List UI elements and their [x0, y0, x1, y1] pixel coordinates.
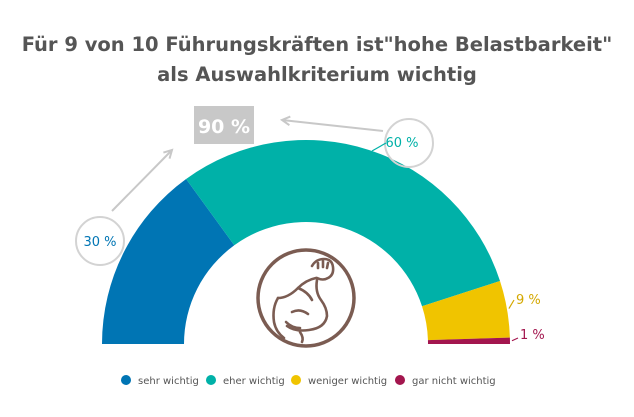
arrow-to-combined-right: [279, 115, 384, 132]
legend-item-weniger-wichtig: weniger wichtig: [291, 375, 387, 387]
flexed-arm-icon: [256, 248, 356, 348]
value-label-sehr-wichtig: 30 %: [83, 235, 116, 250]
legend: sehr wichtig eher wichtig weniger wichtig g…: [121, 375, 496, 387]
legend-label-sehr-wichtig: sehr wichtig: [138, 376, 199, 387]
legend-swatch-weniger-wichtig: [291, 375, 301, 385]
combined-value-box: [194, 106, 254, 144]
chart-title-line-1: Für 9 von 10 Führungskräften ist"hohe Be…: [21, 33, 613, 56]
legend-swatch-eher-wichtig: [206, 375, 216, 385]
chart-title: Für 9 von 10 Führungskräften ist"hohe Be…: [0, 30, 634, 90]
leader-gar-nicht-wichtig: [511, 337, 519, 342]
combined-value-label: 90 %: [198, 116, 250, 138]
value-label-weniger-wichtig: 9 %: [516, 293, 541, 308]
arc-gar-nicht-wichtig: [427, 337, 510, 344]
legend-item-eher-wichtig: eher wichtig: [206, 375, 285, 387]
leader-eher-wichtig: [371, 142, 387, 152]
legend-label-weniger-wichtig: weniger wichtig: [308, 376, 387, 387]
value-label-eher-wichtig: 60 %: [385, 136, 418, 151]
legend-swatch-sehr-wichtig: [121, 375, 131, 385]
legend-swatch-gar-nicht-wichtig: [395, 375, 405, 385]
callout-circle-sehr-wichtig: [75, 216, 125, 266]
arc-weniger-wichtig: [422, 280, 510, 341]
leader-weniger-wichtig: [508, 299, 515, 309]
legend-label-gar-nicht-wichtig: gar nicht wichtig: [412, 376, 496, 387]
value-label-gar-nicht-wichtig: 1 %: [520, 328, 545, 343]
legend-item-sehr-wichtig: sehr wichtig: [121, 375, 199, 387]
legend-item-gar-nicht-wichtig: gar nicht wichtig: [395, 375, 496, 387]
chart-title-line-2: als Auswahlkriterium wichtig: [157, 63, 477, 86]
arc-sehr-wichtig: [102, 178, 235, 344]
legend-label-eher-wichtig: eher wichtig: [223, 376, 285, 387]
arc-eher-wichtig: [186, 140, 501, 307]
arrow-to-combined-left: [111, 148, 174, 212]
